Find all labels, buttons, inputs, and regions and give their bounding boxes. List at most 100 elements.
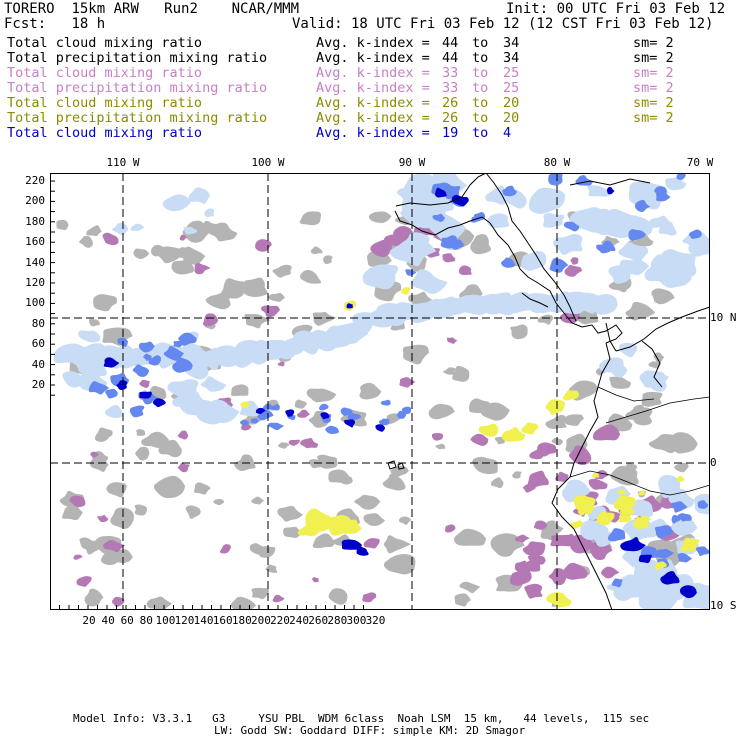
purple-cloud-region bbox=[509, 568, 532, 586]
mid-blue-cloud-region bbox=[440, 235, 457, 249]
gray-cloud-region bbox=[299, 269, 322, 284]
gray-cloud-region bbox=[459, 581, 481, 594]
light-blue-cloud-region bbox=[553, 233, 583, 256]
legend-kindex-label: Avg. k-index = bbox=[316, 35, 430, 51]
mid-blue-cloud-region bbox=[347, 413, 362, 421]
light-blue-cloud-region bbox=[188, 187, 211, 204]
purple-cloud-region bbox=[548, 567, 567, 586]
gray-cloud-region bbox=[278, 442, 291, 449]
legend-field-name: Total cloud mixing ratio bbox=[7, 125, 203, 141]
gray-cloud-region bbox=[383, 553, 416, 575]
gray-cloud-region bbox=[443, 367, 456, 375]
gray-cloud-region bbox=[220, 278, 247, 299]
gray-cloud-region bbox=[136, 429, 146, 436]
yellow-precip-region bbox=[638, 515, 652, 523]
purple-cloud-region bbox=[90, 451, 100, 458]
gray-cloud-region bbox=[359, 382, 382, 400]
legend-field-name: Total precipitation mixing ratio bbox=[7, 80, 268, 96]
light-blue-cloud-region bbox=[665, 177, 687, 191]
mid-blue-cloud-region bbox=[563, 221, 580, 232]
gray-cloud-region bbox=[272, 264, 292, 278]
gray-cloud-region bbox=[323, 255, 333, 265]
gray-cloud-region bbox=[230, 596, 257, 610]
gray-cloud-region bbox=[328, 469, 350, 483]
gray-cloud-region bbox=[648, 433, 679, 454]
dark-blue-cloud-core bbox=[620, 536, 646, 552]
init-time: Init: 00 UTC Fri 03 Feb 12 bbox=[506, 1, 726, 17]
gray-cloud-region bbox=[208, 222, 238, 242]
purple-cloud-region bbox=[562, 562, 588, 580]
gray-cloud-region bbox=[625, 462, 638, 471]
lon-label: 80 W bbox=[543, 156, 571, 169]
x-tick-label: 60 bbox=[120, 614, 134, 627]
model-info: Model Info: V3.3.1 G3 YSU PBL WDM 6class… bbox=[73, 712, 650, 725]
gray-cloud-region bbox=[251, 587, 269, 600]
gray-cloud-region bbox=[306, 388, 337, 403]
mid-blue-cloud-region bbox=[432, 213, 446, 222]
mid-blue-cloud-region bbox=[138, 341, 155, 353]
light-blue-cloud-region bbox=[543, 213, 565, 228]
dark-blue-cloud-core bbox=[607, 187, 615, 195]
x-tick-label: 180 bbox=[231, 614, 252, 627]
x-tick-label: 20 bbox=[82, 614, 96, 627]
purple-cloud-region bbox=[69, 495, 86, 508]
purple-cloud-region bbox=[177, 462, 190, 473]
gray-cloud-region bbox=[153, 475, 186, 499]
fcst-value: 18 h bbox=[71, 16, 106, 32]
gray-cloud-region bbox=[398, 516, 412, 525]
gray-cloud-region bbox=[88, 318, 100, 327]
yellow-precip-region bbox=[573, 495, 596, 515]
mid-blue-cloud-region bbox=[148, 355, 162, 366]
mid-blue-cloud-region bbox=[340, 407, 353, 416]
yellow-precip-region bbox=[654, 561, 668, 571]
yellow-precip-region bbox=[339, 519, 363, 534]
dark-blue-cloud-core bbox=[341, 539, 363, 550]
dark-blue-cloud-core bbox=[344, 419, 355, 428]
gray-cloud-region bbox=[134, 504, 148, 516]
lon-label: 70 W bbox=[686, 156, 714, 169]
gray-cloud-region bbox=[299, 211, 322, 226]
mid-blue-cloud-region bbox=[105, 388, 118, 399]
mid-blue-cloud-region bbox=[250, 418, 259, 424]
light-blue-cloud-region bbox=[112, 222, 129, 236]
mid-blue-cloud-region bbox=[401, 406, 412, 415]
forecast-hour: Fcst: 18 h bbox=[4, 17, 105, 32]
gray-cloud-region bbox=[110, 507, 134, 529]
hydrometeor-fields bbox=[53, 173, 710, 610]
yellow-precip-region bbox=[676, 475, 685, 482]
light-blue-cloud-region bbox=[618, 241, 649, 263]
purple-cloud-region bbox=[103, 539, 125, 553]
gray-cloud-region bbox=[545, 414, 567, 429]
gray-cloud-region bbox=[185, 505, 201, 519]
mid-blue-cloud-region bbox=[239, 419, 250, 426]
yellow-precip-region bbox=[617, 489, 627, 495]
gray-cloud-region bbox=[435, 443, 446, 450]
purple-cloud-region bbox=[362, 592, 377, 603]
legend-smoothing: sm= 2 bbox=[633, 65, 674, 81]
dark-blue-cloud-core bbox=[435, 187, 447, 198]
legend-kindex-from: 19 bbox=[442, 125, 459, 141]
yellow-precip-region bbox=[562, 390, 580, 401]
purple-cloud-region bbox=[527, 470, 549, 488]
legend-kindex-to: 25 bbox=[503, 80, 520, 96]
legend-field-name: Total cloud mixing ratio bbox=[7, 35, 203, 51]
plot-frame bbox=[50, 173, 710, 610]
mid-blue-cloud-region bbox=[676, 173, 686, 180]
legend-kindex-from: 33 bbox=[442, 80, 459, 96]
legend-kindex-to: 20 bbox=[503, 95, 520, 111]
x-tick-label: 220 bbox=[270, 614, 290, 627]
mid-blue-cloud-region bbox=[549, 257, 569, 273]
legend-field-name: Total cloud mixing ratio bbox=[7, 65, 203, 81]
gray-cloud-region bbox=[382, 473, 406, 491]
mid-blue-cloud-region bbox=[628, 229, 647, 241]
y-tick-label: 20 bbox=[31, 378, 45, 391]
lon-label: 110 W bbox=[106, 156, 140, 169]
gray-cloud-region bbox=[674, 462, 689, 473]
gray-cloud-region bbox=[259, 546, 276, 558]
light-blue-cloud-region bbox=[582, 208, 624, 236]
gray-cloud-region bbox=[146, 596, 172, 610]
light-blue-cloud-region bbox=[183, 226, 198, 235]
dark-blue-cloud-core bbox=[285, 409, 295, 417]
gray-cloud-region bbox=[470, 234, 492, 255]
gray-cloud-region bbox=[651, 288, 675, 305]
